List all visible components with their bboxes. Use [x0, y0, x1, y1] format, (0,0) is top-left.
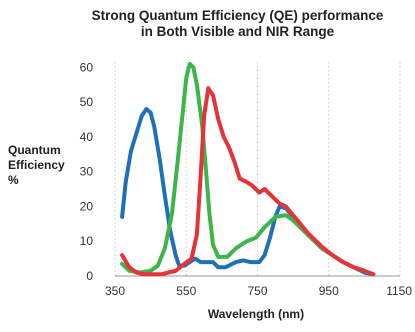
x-tick-label: 750 — [247, 284, 267, 298]
y-tick-label: 20 — [80, 199, 94, 213]
x-tick-label: 1150 — [386, 284, 412, 298]
x-tick-labels: 350 550 750 950 1150 — [105, 284, 412, 298]
x-tick-label: 950 — [319, 284, 339, 298]
y-tick-label: 50 — [80, 95, 94, 109]
grid-lines — [114, 62, 401, 276]
series-line-1 — [120, 107, 376, 277]
y-tick-label: 30 — [80, 165, 94, 179]
y-axis-label-line-3: % — [8, 173, 19, 187]
y-axis-label-line-1: Quantum — [8, 143, 61, 157]
x-tick-label: 550 — [176, 284, 196, 298]
series-line-3 — [120, 86, 376, 277]
chart-title-line-2: in Both Visible and NIR Range — [140, 24, 335, 39]
y-tick-labels: 0 10 20 30 40 50 60 — [80, 60, 94, 283]
y-axis-label-line-2: Efficiency — [8, 158, 65, 172]
chart-title: Strong Quantum Efficiency (QE) performan… — [60, 8, 415, 40]
y-tick-label: 40 — [80, 130, 94, 144]
y-axis-label: Quantum Efficiency % — [8, 143, 65, 188]
y-tick-label: 0 — [86, 269, 93, 283]
y-tick-label: 60 — [80, 60, 94, 74]
chart-title-line-1: Strong Quantum Efficiency (QE) performan… — [91, 8, 384, 23]
series-lines — [120, 61, 376, 277]
x-axis-label: Wavelength (nm) — [208, 307, 304, 321]
x-tick-label: 350 — [105, 284, 125, 298]
y-tick-label: 10 — [80, 234, 94, 248]
